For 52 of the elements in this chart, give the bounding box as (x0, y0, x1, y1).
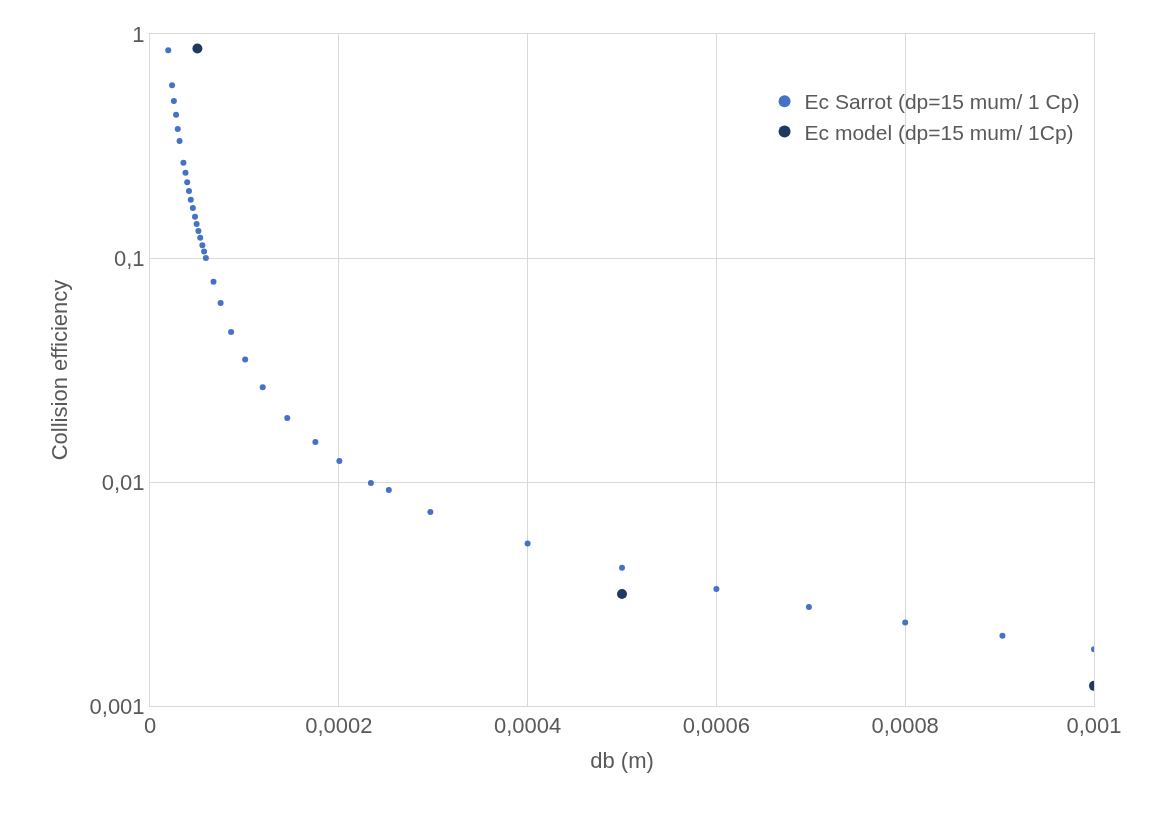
point (385, 487, 392, 494)
point (192, 213, 199, 220)
point (617, 589, 627, 600)
point (187, 196, 194, 203)
point (169, 82, 176, 89)
y-tick-label: 0,1 (114, 245, 145, 271)
point (999, 632, 1006, 639)
point (210, 278, 217, 285)
y-axis-title: Collision efficiency (47, 279, 73, 461)
point (193, 220, 200, 227)
x-axis-title: db (m) (590, 748, 654, 774)
point (174, 125, 181, 132)
x-tick-label: 0,0008 (871, 713, 939, 739)
point (173, 111, 180, 118)
point (165, 47, 172, 54)
x-tick-label: 0,0002 (305, 713, 373, 739)
point (427, 508, 434, 515)
point (201, 248, 208, 255)
point (185, 188, 192, 195)
legend-label: Ec Sarrot (dp=15 mum/ 1 Cp) (804, 90, 1080, 114)
point (170, 98, 177, 105)
point (619, 564, 625, 571)
x-tick-label: 0,001 (1066, 713, 1122, 739)
point (195, 227, 202, 234)
y-tick-label: 1 (132, 21, 145, 47)
point (176, 137, 183, 144)
point (805, 603, 812, 610)
point (259, 384, 266, 391)
y-tick-label: 0,01 (101, 469, 145, 495)
point (367, 479, 374, 486)
point (902, 619, 909, 626)
point (242, 356, 249, 363)
point (197, 234, 204, 241)
point (228, 329, 235, 336)
point (180, 159, 187, 166)
x-tick-label: 0,0006 (682, 713, 751, 739)
legend-label: Ec model (dp=15 mum/ 1Cp) (804, 120, 1074, 144)
point (182, 169, 189, 176)
point (312, 438, 319, 445)
point (284, 415, 291, 422)
point (192, 43, 203, 54)
point (524, 540, 531, 547)
x-tick-label: 0,0004 (493, 713, 562, 739)
point (189, 205, 196, 212)
y-tick-label: 0,001 (89, 693, 145, 719)
point (184, 179, 191, 186)
point (217, 299, 224, 306)
point (336, 458, 343, 465)
x-tick-label: 0 (143, 713, 157, 739)
point (202, 255, 209, 261)
point (713, 585, 720, 592)
point (199, 242, 206, 249)
